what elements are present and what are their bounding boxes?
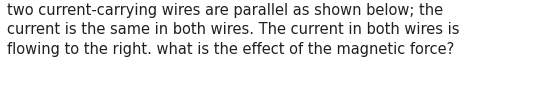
Text: two current-carrying wires are parallel as shown below; the
current is the same : two current-carrying wires are parallel … <box>7 3 459 57</box>
